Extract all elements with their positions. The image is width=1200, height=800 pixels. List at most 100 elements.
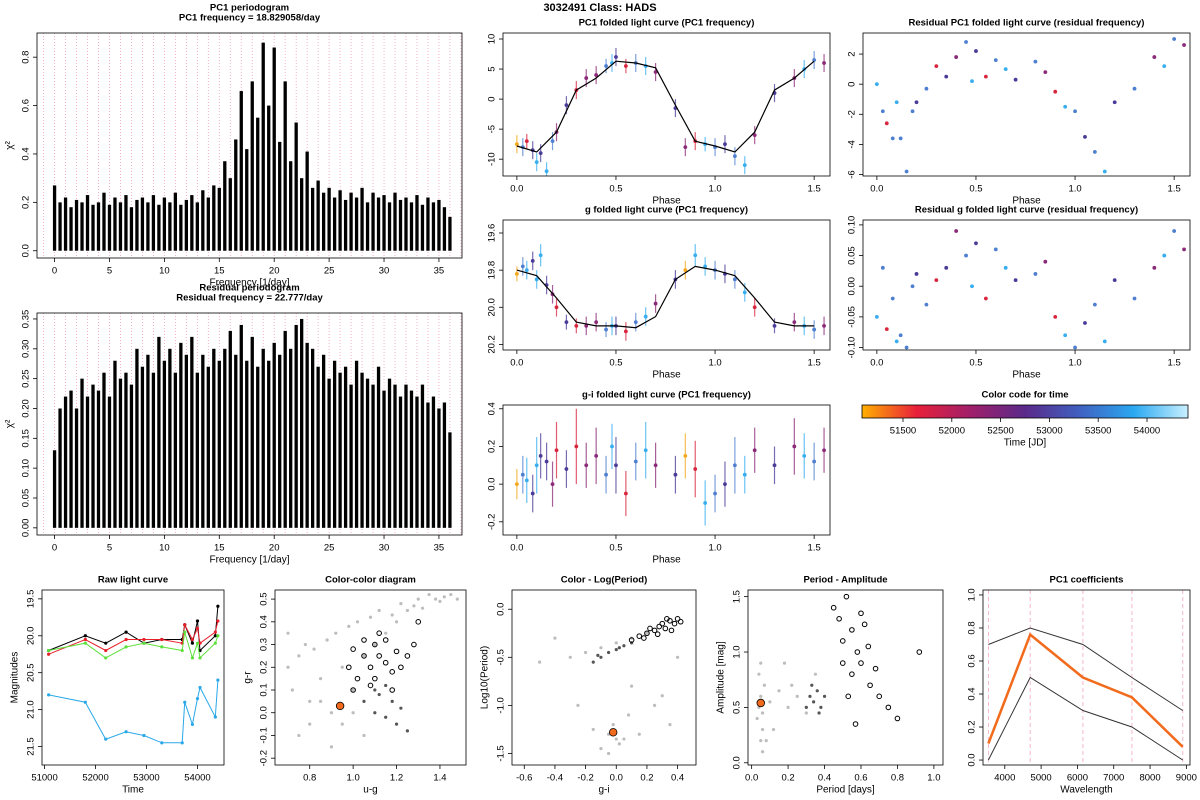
data-point xyxy=(514,142,519,147)
data-point xyxy=(874,314,879,319)
power-spike xyxy=(426,197,430,251)
data-point xyxy=(817,711,821,715)
data-point xyxy=(795,694,799,698)
data-point xyxy=(1013,278,1018,282)
data-point xyxy=(329,711,334,715)
x-tick-label: 0.0 xyxy=(610,773,623,784)
power-spike xyxy=(146,202,150,251)
data-point xyxy=(983,296,988,301)
data-point xyxy=(845,693,852,700)
data-point xyxy=(160,637,164,642)
y-tick-label: 0.0 xyxy=(21,244,32,257)
y-axis-label: χ² xyxy=(5,419,16,428)
data-point xyxy=(914,100,919,105)
data-point xyxy=(554,305,559,310)
x-tick-label: 0.8 xyxy=(891,773,904,784)
power-spike xyxy=(261,42,265,251)
x-tick-label: 1.0 xyxy=(708,543,721,554)
data-point xyxy=(836,615,842,622)
data-point xyxy=(389,687,396,693)
power-spike xyxy=(278,141,282,251)
data-point xyxy=(394,620,399,624)
data-point xyxy=(1003,67,1008,72)
power-spike xyxy=(168,348,172,528)
series-line xyxy=(48,680,219,744)
data-point xyxy=(993,247,998,252)
data-point xyxy=(514,482,519,487)
power-spike xyxy=(151,195,156,251)
power-spike xyxy=(376,197,381,251)
data-point xyxy=(83,700,87,704)
power-spike xyxy=(85,396,90,528)
x-tick-label: 0.5 xyxy=(969,358,982,369)
data-point xyxy=(362,654,366,658)
panel-frame xyxy=(274,589,467,766)
data-point xyxy=(190,656,194,660)
data-point xyxy=(668,627,675,634)
plot-area xyxy=(538,616,684,756)
data-point xyxy=(764,739,768,743)
data-point xyxy=(524,478,529,483)
y-tick-label: 21.5 xyxy=(26,737,37,756)
x-axis-label: Time xyxy=(122,785,144,796)
power-spike xyxy=(393,384,397,528)
panel-title: Color-color diagram xyxy=(325,575,416,586)
data-point xyxy=(390,613,394,617)
data-point xyxy=(792,320,797,325)
data-point xyxy=(538,151,543,156)
power-spike xyxy=(212,348,216,528)
power-spike xyxy=(140,197,145,251)
power-spike xyxy=(437,199,441,251)
data-point xyxy=(890,136,895,141)
plot-area xyxy=(514,408,826,526)
data-point xyxy=(656,623,663,630)
data-point xyxy=(372,675,378,682)
power-spike xyxy=(354,197,359,251)
power-spike xyxy=(239,324,243,528)
data-point xyxy=(524,268,529,273)
data-point xyxy=(822,61,826,65)
data-point xyxy=(674,616,681,622)
data-point xyxy=(617,646,621,650)
power-spike xyxy=(349,384,353,528)
data-point xyxy=(880,265,885,270)
x-axis-label: Frequency [1/day] xyxy=(209,555,289,566)
y-tick-label: -4 xyxy=(847,140,858,148)
data-point xyxy=(594,73,599,77)
data-point xyxy=(954,229,959,233)
data-point xyxy=(568,655,572,659)
data-point xyxy=(660,694,664,698)
y-tick-label: 0 xyxy=(847,82,858,87)
data-point xyxy=(329,745,334,749)
plot-area xyxy=(514,48,826,176)
y-tick-label: 0.10 xyxy=(21,459,32,478)
data-point xyxy=(633,320,638,325)
data-point xyxy=(852,721,859,727)
y-tick-label: 0.4 xyxy=(487,402,498,415)
y-tick-label: 0.10 xyxy=(847,216,858,235)
data-point xyxy=(626,713,631,717)
data-point xyxy=(368,615,373,619)
y-tick-label: 20.5 xyxy=(26,663,37,682)
data-point xyxy=(802,453,807,458)
power-spike xyxy=(102,192,106,251)
x-tick-label: 0.6 xyxy=(854,773,867,784)
data-point xyxy=(614,55,618,59)
x-axis-label: Phase xyxy=(652,370,681,381)
data-point xyxy=(438,599,442,603)
data-point xyxy=(782,661,787,665)
data-point xyxy=(405,608,409,613)
data-point xyxy=(614,737,618,741)
data-point xyxy=(890,296,895,301)
power-spike xyxy=(426,402,430,528)
x-tick-label: 54000 xyxy=(1134,426,1160,437)
panel-frame xyxy=(502,219,831,351)
data-point xyxy=(812,327,817,332)
power-spike xyxy=(228,330,232,528)
data-point xyxy=(376,630,382,636)
data-point xyxy=(790,683,794,687)
data-point xyxy=(83,641,87,645)
data-point xyxy=(1033,59,1038,64)
x-tick-label: -0.4 xyxy=(547,773,563,784)
power-spike xyxy=(256,117,260,251)
